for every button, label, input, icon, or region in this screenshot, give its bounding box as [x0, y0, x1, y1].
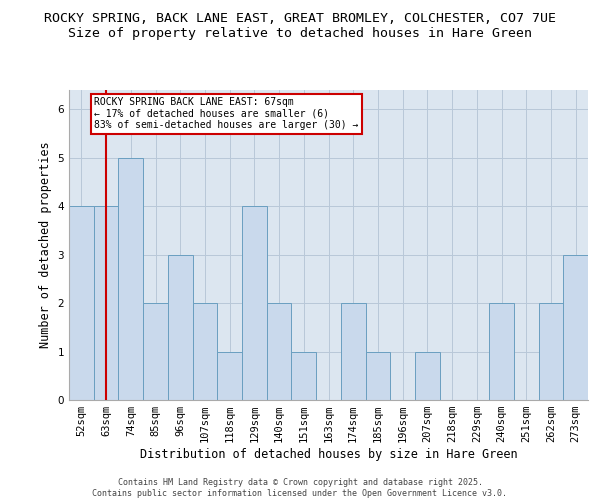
Bar [118, 158, 143, 400]
Bar [94, 206, 118, 400]
Bar [341, 303, 365, 400]
Text: Size of property relative to detached houses in Hare Green: Size of property relative to detached ho… [68, 28, 532, 40]
Bar [168, 254, 193, 400]
Bar [415, 352, 440, 400]
X-axis label: Distribution of detached houses by size in Hare Green: Distribution of detached houses by size … [140, 448, 517, 461]
Bar [292, 352, 316, 400]
Bar [143, 303, 168, 400]
Text: ROCKY SPRING BACK LANE EAST: 67sqm
← 17% of detached houses are smaller (6)
83% : ROCKY SPRING BACK LANE EAST: 67sqm ← 17%… [94, 98, 359, 130]
Bar [69, 206, 94, 400]
Text: ROCKY SPRING, BACK LANE EAST, GREAT BROMLEY, COLCHESTER, CO7 7UE: ROCKY SPRING, BACK LANE EAST, GREAT BROM… [44, 12, 556, 26]
Bar [267, 303, 292, 400]
Bar [217, 352, 242, 400]
Bar [365, 352, 390, 400]
Text: Contains HM Land Registry data © Crown copyright and database right 2025.
Contai: Contains HM Land Registry data © Crown c… [92, 478, 508, 498]
Bar [539, 303, 563, 400]
Bar [242, 206, 267, 400]
Y-axis label: Number of detached properties: Number of detached properties [39, 142, 52, 348]
Bar [489, 303, 514, 400]
Bar [563, 254, 588, 400]
Bar [193, 303, 217, 400]
